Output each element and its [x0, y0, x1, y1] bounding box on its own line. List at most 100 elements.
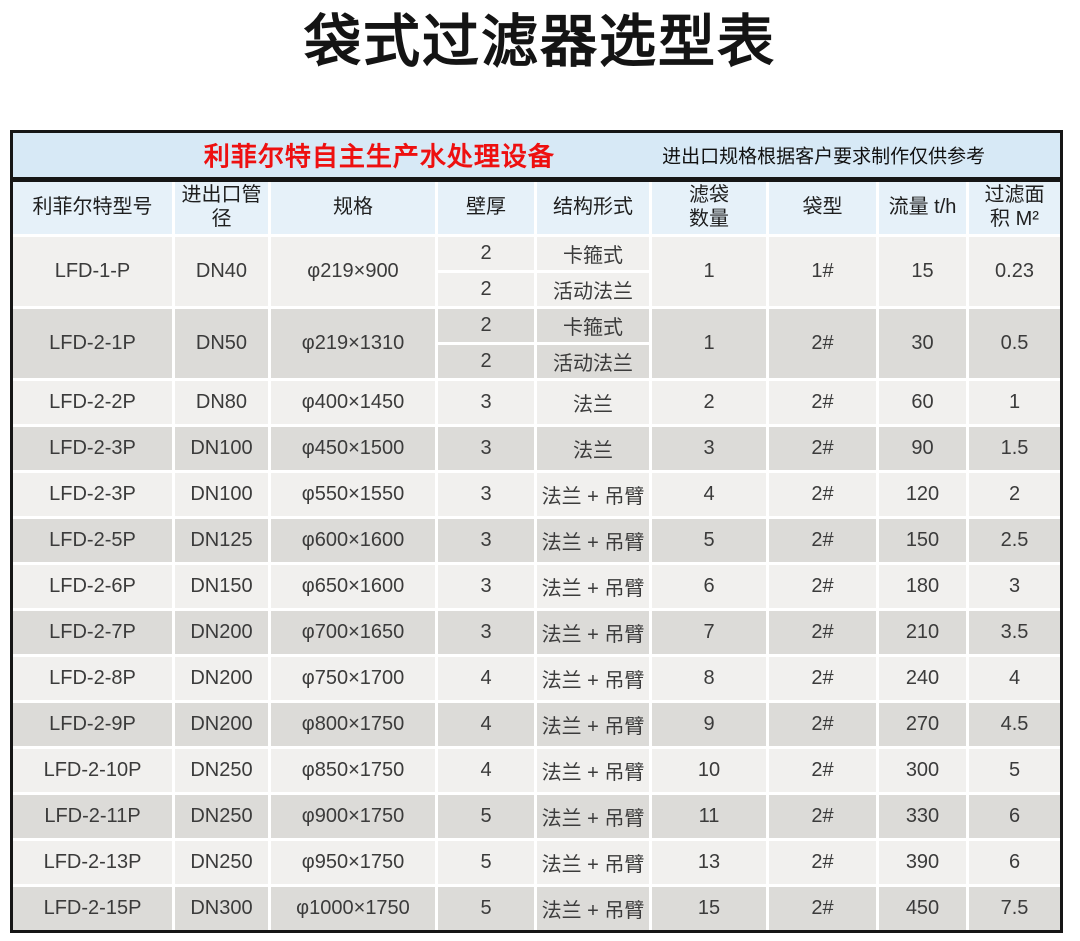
- wall-thickness-cell: 5: [438, 795, 534, 838]
- bag-count-cell: 2: [652, 381, 766, 424]
- model-cell: LFD-2-1P: [13, 309, 172, 378]
- structure-type-cell: 法兰 + 吊臂: [537, 565, 649, 608]
- structure-type-cell: 卡箍式: [537, 309, 649, 342]
- filter-area-cell: 4: [969, 657, 1060, 700]
- bag-type-cell: 2#: [769, 703, 876, 746]
- bag-count-cell: 9: [652, 703, 766, 746]
- table-banner: 利菲尔特自主生产水处理设备 进出口规格根据客户要求制作仅供参考: [13, 133, 1060, 182]
- model-cell: LFD-2-10P: [13, 749, 172, 792]
- model-cell: LFD-1-P: [13, 237, 172, 306]
- flow-rate-cell: 330: [879, 795, 966, 838]
- structure-type-cell: 卡箍式: [537, 237, 649, 270]
- spec-cell: φ750×1700: [271, 657, 435, 700]
- filter-area-cell: 2: [969, 473, 1060, 516]
- spec-table-grid: 利菲尔特型号 进出口管径规格 壁厚 结构形式 滤袋 数量 袋型 流量 t/h 过滤面积 M² LF…: [13, 182, 1060, 930]
- spec-table: 利菲尔特自主生产水处理设备 进出口规格根据客户要求制作仅供参考 利菲尔特型号 进出…: [10, 130, 1063, 933]
- filter-area-cell: 3.5: [969, 611, 1060, 654]
- port-size-cell: DN250: [175, 841, 268, 884]
- bag-count-cell: 5: [652, 519, 766, 562]
- spec-cell: φ600×1600: [271, 519, 435, 562]
- bag-type-cell: 2#: [769, 841, 876, 884]
- structure-type-cell: 法兰: [537, 381, 649, 424]
- column-header-line: 壁厚: [466, 196, 506, 219]
- spec-cell: φ219×1310: [271, 309, 435, 378]
- spec-cell: φ450×1500: [271, 427, 435, 470]
- flow-rate-cell: 270: [879, 703, 966, 746]
- wall-thickness-cell: 3: [438, 473, 534, 516]
- structure-type-cell: 活动法兰: [537, 345, 649, 378]
- wall-thickness-cell: 2: [438, 273, 534, 306]
- wall-thickness-cell: 4: [438, 657, 534, 700]
- port-size-cell: DN100: [175, 427, 268, 470]
- wall-thickness-cell: 5: [438, 887, 534, 930]
- bag-count-cell: 6: [652, 565, 766, 608]
- port-size-cell: DN80: [175, 381, 268, 424]
- bag-type-cell: 2#: [769, 611, 876, 654]
- column-header-line: 径: [211, 208, 232, 230]
- column-header-line: 过滤面: [984, 184, 1045, 207]
- filter-area-cell: 4.5: [969, 703, 1060, 746]
- filter-area-cell: 3: [969, 565, 1060, 608]
- spec-cell: φ400×1450: [271, 381, 435, 424]
- flow-rate-cell: 450: [879, 887, 966, 930]
- bag-count-cell: 3: [652, 427, 766, 470]
- bag-count-cell: 4: [652, 473, 766, 516]
- bag-type-cell: 2#: [769, 657, 876, 700]
- flow-rate-cell: 390: [879, 841, 966, 884]
- filter-area-cell: 5: [969, 749, 1060, 792]
- flow-rate-cell: 120: [879, 473, 966, 516]
- filter-area-cell: 6: [969, 841, 1060, 884]
- flow-rate-cell: 180: [879, 565, 966, 608]
- bag-count-cell: 10: [652, 749, 766, 792]
- bag-count-cell: 8: [652, 657, 766, 700]
- structure-type-cell: 法兰 + 吊臂: [537, 795, 649, 838]
- port-size-cell: DN250: [175, 795, 268, 838]
- column-header-bags: 滤袋 数量: [652, 182, 766, 234]
- banner-brand-text: 利菲尔特自主生产水处理设备: [203, 141, 555, 172]
- structure-type-cell: 法兰 + 吊臂: [537, 749, 649, 792]
- wall-thickness-cell: 4: [438, 703, 534, 746]
- bag-count-cell: 15: [652, 887, 766, 930]
- column-header-structure: 结构形式: [537, 182, 649, 234]
- flow-rate-cell: 60: [879, 381, 966, 424]
- bag-count-cell: 7: [652, 611, 766, 654]
- bag-type-cell: 2#: [769, 519, 876, 562]
- flow-rate-cell: 30: [879, 309, 966, 378]
- port-size-cell: DN200: [175, 611, 268, 654]
- column-header-line: 数量: [689, 208, 729, 230]
- structure-type-cell: 法兰 + 吊臂: [537, 657, 649, 700]
- flow-rate-cell: 90: [879, 427, 966, 470]
- structure-type-cell: 法兰: [537, 427, 649, 470]
- flow-rate-cell: 150: [879, 519, 966, 562]
- column-header-port: 进出口管径: [175, 182, 268, 234]
- wall-thickness-cell: 3: [438, 611, 534, 654]
- column-header-line: 流量 t/h: [888, 196, 957, 219]
- structure-type-cell: 法兰 + 吊臂: [537, 703, 649, 746]
- spec-cell: φ700×1650: [271, 611, 435, 654]
- structure-type-cell: 法兰 + 吊臂: [537, 887, 649, 930]
- bag-count-cell: 1: [652, 309, 766, 378]
- spec-cell: φ550×1550: [271, 473, 435, 516]
- column-header-line: 袋型: [802, 196, 843, 219]
- wall-thickness-cell: 2: [438, 345, 534, 378]
- port-size-cell: DN50: [175, 309, 268, 378]
- bag-type-cell: 2#: [769, 427, 876, 470]
- bag-type-cell: 1#: [769, 237, 876, 306]
- bag-type-cell: 2#: [769, 473, 876, 516]
- wall-thickness-cell: 3: [438, 427, 534, 470]
- filter-area-cell: 1: [969, 381, 1060, 424]
- port-size-cell: DN250: [175, 749, 268, 792]
- structure-type-cell: 活动法兰: [537, 273, 649, 306]
- column-header-wall: 壁厚: [438, 182, 534, 234]
- model-cell: LFD-2-5P: [13, 519, 172, 562]
- bag-type-cell: 2#: [769, 887, 876, 930]
- page-title: 袋式过滤器选型表: [304, 10, 776, 74]
- bag-count-cell: 1: [652, 237, 766, 306]
- structure-type-cell: 法兰 + 吊臂: [537, 519, 649, 562]
- banner-note-text: 进出口规格根据客户要求制作仅供参考: [662, 146, 986, 168]
- port-size-cell: DN200: [175, 703, 268, 746]
- column-header-bag-type: 袋型: [769, 182, 876, 234]
- spec-cell: φ219×900: [271, 237, 435, 306]
- model-cell: LFD-2-8P: [13, 657, 172, 700]
- column-header-area: 过滤面积 M²: [969, 182, 1060, 234]
